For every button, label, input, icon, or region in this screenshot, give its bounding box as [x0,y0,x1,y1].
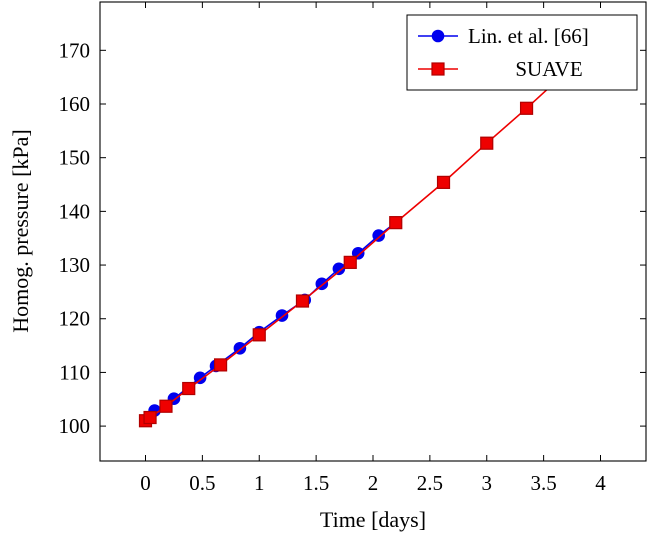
legend-label-lin: Lin. et al. [66] [468,24,589,48]
legend-box [406,14,638,91]
legend-marker-lin [431,29,445,43]
series-line-suave [145,71,567,422]
data-point-suave [143,410,157,425]
x-tick-label: 0 [140,471,151,495]
axis-ticks: 0 0.5 1 1.5 2 2.5 3 3.5 4 100 110 120 130 140 150 160 17… [59,2,646,495]
x-tick-label: 1.5 [303,471,329,495]
y-tick-label: 170 [59,38,91,62]
y-tick-label: 120 [59,307,91,331]
data-point-suave [436,175,451,189]
data-point-suave [182,381,196,396]
y-tick-label: 110 [59,360,90,384]
y-axis-title: Homog. pressure [kPa] [8,129,33,332]
x-tick-label: 3.5 [531,471,557,495]
x-tick-label: 0.5 [189,471,215,495]
x-tick-label: 3 [482,471,493,495]
y-tick-label: 140 [59,199,91,223]
x-tick-label: 2 [368,471,379,495]
data-point-suave [519,101,534,115]
data-point-lin [372,229,385,242]
y-tick-label: 150 [59,146,91,170]
y-tick-label: 100 [59,414,91,438]
data-point-suave [159,399,173,413]
data-point-suave [480,136,494,150]
y-tick-label: 130 [59,253,91,277]
x-tick-label: 2.5 [417,471,443,495]
legend-label-suave: SUAVE [515,57,582,81]
series-layer [138,65,573,428]
x-tick-label: 4 [595,471,606,495]
x-axis-title: Time [days] [320,507,426,532]
data-point-suave [213,358,228,372]
x-tick-label: 1 [254,471,265,495]
legend-marker-suave [431,62,445,76]
data-point-suave [252,328,266,342]
y-tick-label: 160 [59,92,91,116]
data-point-lin [193,371,207,385]
data-point-suave [343,255,357,269]
data-point-suave [295,294,310,308]
legend: Lin. et al. [66] SUAVE [406,14,638,91]
data-point-suave [389,216,403,230]
